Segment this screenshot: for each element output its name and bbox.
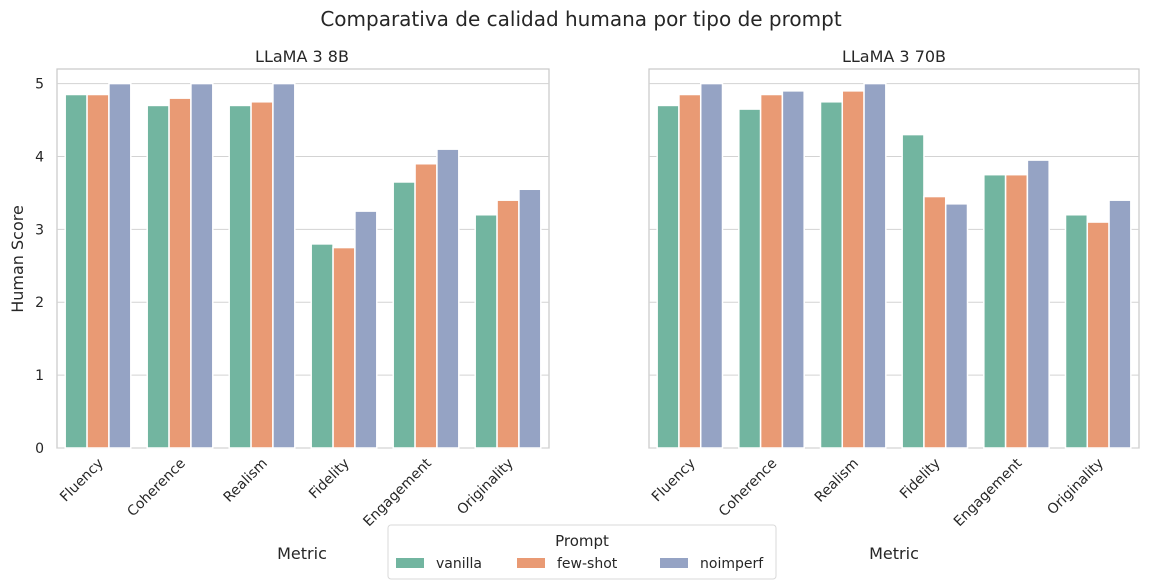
bar-vanilla-fidelity [310,243,334,449]
bar-noimperf-fidelity [354,210,378,449]
y-axis-label: Human Score [8,205,27,313]
bar-noimperf-originality [518,188,542,449]
bar-vanilla-originality [1064,214,1089,449]
plot-area [648,68,1140,449]
bar-few-shot-coherence [759,93,784,449]
bar-vanilla-coherence [738,108,762,449]
x-axis-label: Metric [277,544,327,563]
legend-swatch-few-shot [517,558,545,568]
bar-few-shot-engagement [414,163,438,449]
y-tick-label: 0 [35,441,44,457]
x-tick-label: Fluency [649,456,699,506]
panel-llama-70b: LLaMA 3 70B Metric Fluency Coherence Reali… [648,47,1140,563]
y-tick-label: 5 [35,77,44,93]
panel-llama-8b: LLaMA 3 8B Metric Human Score 0 1 2 3 4 5 Flue… [8,47,550,563]
bar-noimperf-coherence [781,90,805,449]
x-tick-label: Engagement [360,455,435,530]
bar-few-shot-fluency [86,93,110,449]
bar-noimperf-engagement [436,148,460,449]
x-tick-label: Fluency [57,456,107,506]
legend-label-vanilla: vanilla [436,556,482,572]
bar-few-shot-fidelity [923,195,947,449]
bar-few-shot-engagement [1004,173,1029,449]
legend: Prompt vanilla few-shot noimperf [387,524,777,580]
bar-noimperf-realism [272,82,296,449]
bar-noimperf-engagement [1026,159,1050,449]
bar-noimperf-fluency [108,82,132,449]
x-tick-label: Realism [221,456,271,506]
y-tick-label: 1 [35,368,44,384]
bar-vanilla-coherence [146,104,170,449]
y-tick-label: 3 [35,222,44,238]
bar-few-shot-realism [841,90,865,449]
bar-vanilla-fluency [656,104,680,449]
legend-swatch-vanilla [396,558,424,568]
bar-noimperf-fluency [699,82,724,449]
x-tick-label: Fidelity [306,456,353,503]
y-tick-label: 2 [35,295,44,311]
bar-vanilla-engagement [983,173,1007,449]
legend-label-noimperf: noimperf [700,556,764,572]
x-tick-label: Coherence [124,456,188,520]
chart-title: Comparativa de calidad humana por tipo d… [320,7,842,31]
bar-noimperf-realism [863,82,887,449]
bar-noimperf-coherence [190,82,214,449]
bar-vanilla-engagement [392,181,416,449]
x-tick-label: Coherence [716,456,780,520]
legend-swatch-noimperf [660,558,688,568]
bar-noimperf-originality [1108,199,1132,449]
bar-vanilla-realism [819,101,844,449]
bar-few-shot-realism [250,101,274,449]
bar-vanilla-originality [474,214,498,449]
legend-label-few-shot: few-shot [557,556,618,572]
panel-title: LLaMA 3 70B [842,47,946,66]
bar-few-shot-originality [496,199,520,449]
bar-vanilla-realism [228,104,252,449]
x-tick-label: Originality [454,456,517,519]
x-tick-label: Originality [1044,456,1107,519]
y-tick-label: 4 [35,149,44,165]
plot-area [56,68,550,449]
x-tick-label: Fidelity [897,456,944,503]
x-tick-label: Engagement [951,455,1026,530]
x-axis-label: Metric [869,544,919,563]
bar-few-shot-fluency [678,93,702,449]
bar-few-shot-coherence [168,97,192,449]
bar-vanilla-fluency [64,93,88,449]
x-tick-label: Realism [812,456,862,506]
legend-title: Prompt [555,532,609,550]
bar-few-shot-fidelity [332,246,356,449]
bar-vanilla-fidelity [901,133,925,449]
bar-few-shot-originality [1086,221,1110,449]
bar-noimperf-fidelity [944,203,969,449]
panel-title: LLaMA 3 8B [255,47,349,66]
